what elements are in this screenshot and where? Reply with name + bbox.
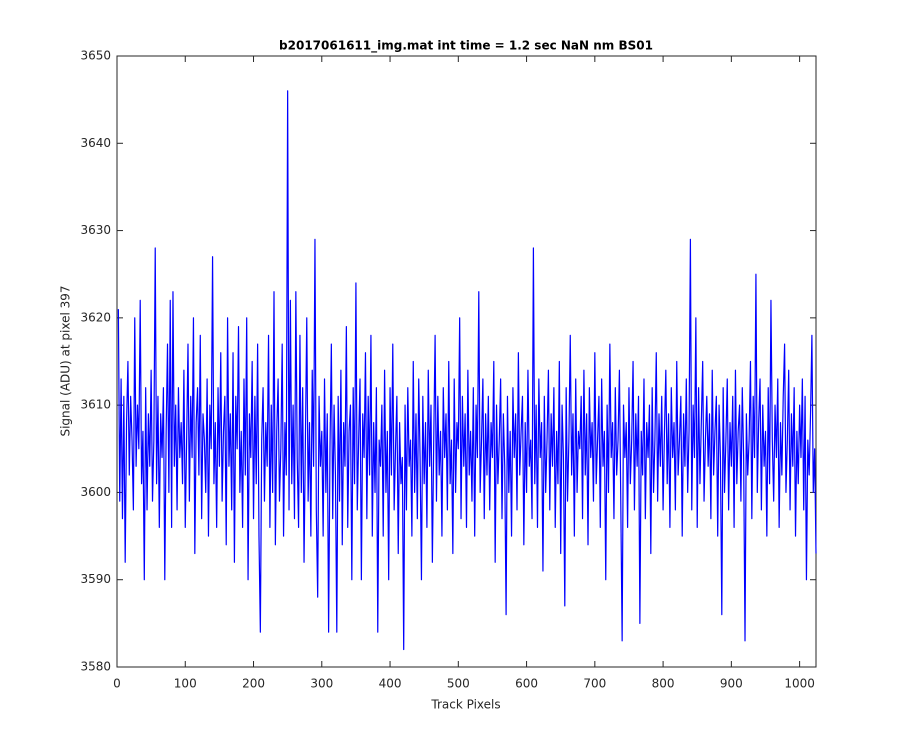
x-tick-label: 900 <box>720 677 743 691</box>
x-tick-label: 0 <box>113 677 121 691</box>
y-tick-label: 3600 <box>80 485 111 499</box>
chart-title: b2017061611_img.mat int time = 1.2 sec N… <box>279 39 653 54</box>
y-tick-label: 3640 <box>80 136 111 150</box>
y-tick-label: 3580 <box>80 660 111 674</box>
x-tick-label: 800 <box>652 677 675 691</box>
x-tick-label: 700 <box>583 677 606 691</box>
x-tick-label: 1000 <box>784 677 815 691</box>
plot-area <box>116 55 817 668</box>
y-tick-label: 3650 <box>80 49 111 63</box>
x-tick-label: 500 <box>447 677 470 691</box>
x-axis-label: Track Pixels <box>430 698 500 712</box>
signal-line <box>117 90 817 651</box>
x-tick-label: 300 <box>310 677 333 691</box>
y-axis-label: Signal (ADU) at pixel 397 <box>59 285 73 436</box>
x-tick-label: 100 <box>174 677 197 691</box>
y-tick-label: 3610 <box>80 398 111 412</box>
y-tick-label: 3590 <box>80 572 111 586</box>
y-tick-label: 3630 <box>80 223 111 237</box>
x-tick-label: 600 <box>515 677 538 691</box>
x-tick-label: 400 <box>379 677 402 691</box>
y-tick-label: 3620 <box>80 310 111 324</box>
x-tick-label: 200 <box>242 677 265 691</box>
